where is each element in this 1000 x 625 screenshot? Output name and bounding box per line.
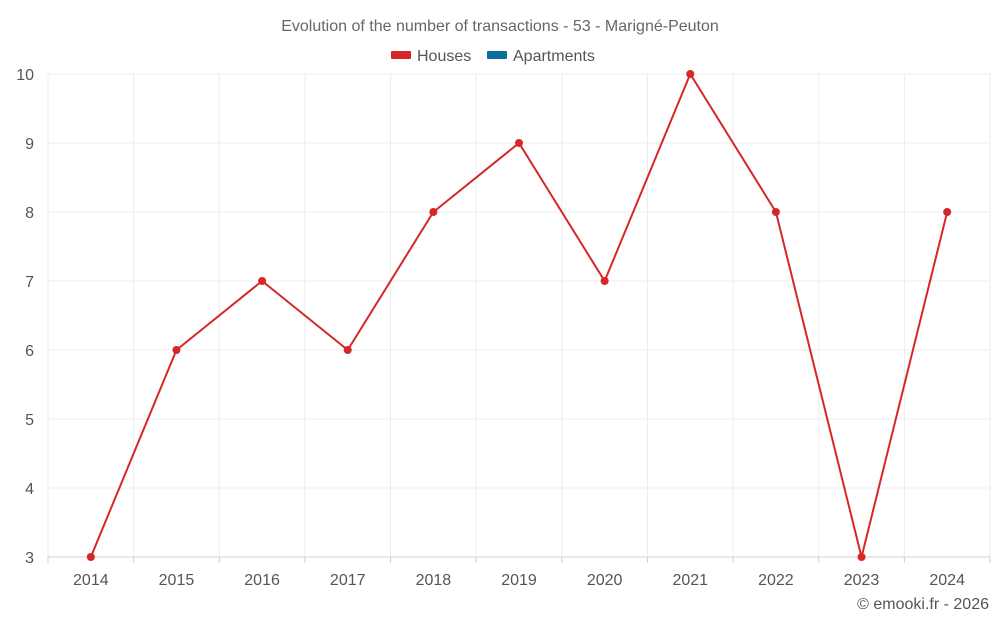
y-tick-label: 6 bbox=[25, 343, 34, 360]
x-tick-label: 2022 bbox=[758, 572, 794, 589]
y-tick-label: 9 bbox=[25, 136, 34, 153]
x-tick-label: 2019 bbox=[501, 572, 537, 589]
chart-title: Evolution of the number of transactions … bbox=[281, 18, 719, 35]
y-axis-ticks: 3 4 5 6 7 8 9 10 bbox=[16, 67, 34, 567]
x-tick-label: 2015 bbox=[159, 572, 195, 589]
data-point-houses[interactable] bbox=[258, 277, 267, 285]
x-tick-label: 2020 bbox=[587, 572, 623, 589]
data-point-houses[interactable] bbox=[771, 208, 780, 216]
x-tick-label: 2018 bbox=[416, 572, 452, 589]
axes bbox=[47, 556, 991, 563]
data-point-houses[interactable] bbox=[857, 553, 866, 561]
data-point-houses[interactable] bbox=[686, 70, 695, 78]
series-group bbox=[86, 70, 952, 561]
legend-label-houses: Houses bbox=[417, 48, 471, 65]
x-tick-label: 2016 bbox=[244, 572, 280, 589]
x-axis-ticks: 2014 2015 2016 2017 2018 2019 2020 2021 2022 2023… bbox=[73, 572, 965, 589]
data-point-houses[interactable] bbox=[343, 346, 352, 354]
x-tick-label: 2014 bbox=[73, 572, 109, 589]
data-point-houses[interactable] bbox=[600, 277, 609, 285]
y-tick-label: 7 bbox=[25, 274, 34, 291]
credit-text: © emooki.fr - 2026 bbox=[857, 596, 989, 613]
y-tick-label: 8 bbox=[25, 205, 34, 222]
legend: Houses Apartments bbox=[391, 48, 595, 65]
y-tick-label: 10 bbox=[16, 67, 34, 84]
y-tick-label: 4 bbox=[25, 481, 34, 498]
x-tick-label: 2021 bbox=[672, 572, 708, 589]
legend-item-apartments[interactable]: Apartments bbox=[487, 48, 595, 65]
data-point-houses[interactable] bbox=[515, 139, 523, 147]
legend-item-houses[interactable]: Houses bbox=[391, 48, 471, 65]
x-tick-label: 2017 bbox=[330, 572, 366, 589]
data-point-houses[interactable] bbox=[86, 553, 95, 561]
legend-swatch-apartments bbox=[487, 51, 507, 59]
y-tick-label: 3 bbox=[25, 550, 34, 567]
data-point-houses[interactable] bbox=[943, 208, 952, 216]
x-tick-label: 2024 bbox=[929, 572, 965, 589]
data-point-houses[interactable] bbox=[172, 346, 181, 354]
x-tick-label: 2023 bbox=[844, 572, 880, 589]
legend-label-apartments: Apartments bbox=[513, 48, 595, 65]
data-point-houses[interactable] bbox=[429, 208, 438, 216]
y-tick-label: 5 bbox=[25, 412, 34, 429]
legend-swatch-houses bbox=[391, 51, 411, 59]
